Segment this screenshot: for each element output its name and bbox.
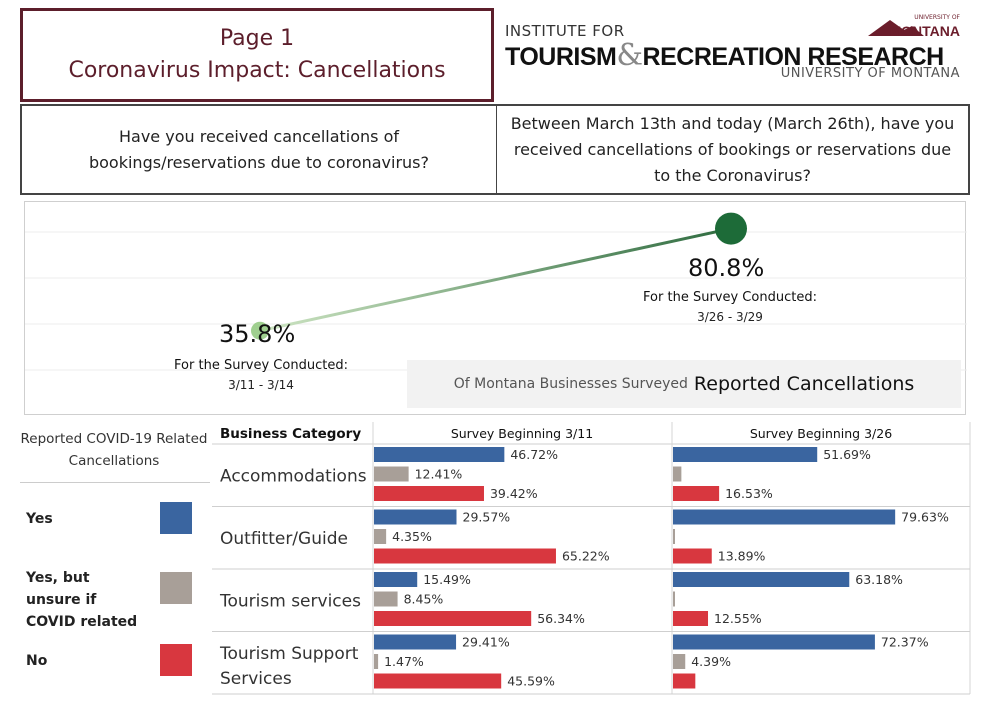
summary-box: Of Montana Businesses Surveyed Reported … bbox=[407, 360, 961, 408]
bar-label: 51.69% bbox=[823, 447, 871, 462]
category-label: Tourism Support bbox=[219, 644, 359, 664]
end-percent: 80.8% bbox=[688, 254, 765, 282]
bar-label: 16.53% bbox=[725, 486, 773, 501]
legend-swatch-no bbox=[160, 644, 192, 676]
bar bbox=[673, 634, 875, 650]
start-percent: 35.8% bbox=[219, 320, 296, 348]
bar bbox=[673, 466, 682, 482]
bar-label: 13.89% bbox=[718, 549, 766, 564]
bar bbox=[374, 447, 505, 462]
legend-label-unsure: Yes, but unsure if COVID related bbox=[26, 570, 138, 630]
category-label: Services bbox=[220, 669, 292, 689]
trend-line bbox=[259, 227, 732, 333]
logo-main: TOURISM&RECREATION RESEARCH bbox=[505, 38, 944, 73]
legend-swatch-unsure bbox=[160, 572, 192, 604]
trend-panel: 35.8% For the Survey Conducted: 3/11 - 3… bbox=[24, 201, 967, 415]
question-left: Have you received cancellations of booki… bbox=[22, 106, 497, 193]
bar bbox=[374, 634, 457, 650]
bar-label: 46.72% bbox=[510, 447, 558, 462]
start-caption: For the Survey Conducted: bbox=[174, 358, 348, 373]
bar bbox=[374, 548, 556, 564]
row-header: Business Category bbox=[220, 426, 361, 442]
legend-divider bbox=[20, 482, 210, 483]
bar bbox=[673, 509, 896, 525]
montana-univ: UNIVERSITY OF bbox=[914, 14, 960, 21]
bar bbox=[673, 572, 850, 587]
bar-label: 79.63% bbox=[901, 510, 949, 525]
question-right: Between March 13th and today (March 26th… bbox=[510, 113, 955, 185]
category-label: Outfitter/Guide bbox=[220, 529, 348, 549]
bar-label: 29.41% bbox=[462, 635, 510, 650]
legend-label-no: No bbox=[26, 653, 48, 669]
summary-prefix: Of Montana Businesses Surveyed bbox=[453, 376, 688, 392]
bar-label: 29.57% bbox=[463, 510, 511, 525]
bar bbox=[374, 509, 457, 525]
logo-tourism: TOURISM bbox=[505, 43, 617, 71]
bar bbox=[673, 447, 818, 462]
bar bbox=[673, 591, 675, 607]
bar bbox=[374, 572, 418, 587]
bar-label: 72.37% bbox=[881, 635, 929, 650]
legend-title: Reported COVID-19 Related Cancellations bbox=[20, 431, 208, 469]
bar-label: 63.18% bbox=[855, 572, 903, 587]
montana-logo: UNIVERSITY OF MONTANA bbox=[850, 14, 960, 40]
trend-point-end bbox=[715, 212, 747, 245]
bar bbox=[374, 466, 409, 482]
bar bbox=[673, 529, 675, 544]
bar bbox=[673, 486, 720, 501]
end-dates: 3/26 - 3/29 bbox=[697, 310, 763, 324]
bar-label: 56.34% bbox=[537, 611, 585, 626]
legend-label-yes: Yes bbox=[26, 511, 53, 527]
page-number: Page 1 bbox=[219, 26, 295, 51]
bar bbox=[374, 611, 532, 626]
panel-header: Survey Beginning 3/11 bbox=[451, 426, 593, 441]
bar bbox=[374, 529, 387, 544]
start-dates: 3/11 - 3/14 bbox=[228, 378, 294, 392]
category-label: Tourism services bbox=[219, 591, 361, 611]
bar bbox=[673, 673, 696, 689]
montana-name: MONTANA bbox=[889, 23, 960, 39]
mountain-icon bbox=[868, 20, 924, 36]
questions-row: Have you received cancellations of booki… bbox=[20, 104, 970, 195]
institute-logo: INSTITUTE FOR TOURISM&RECREATION RESEARC… bbox=[505, 14, 960, 84]
bar-label: 65.22% bbox=[562, 549, 610, 564]
bar bbox=[673, 548, 712, 564]
category-label: Accommodations bbox=[220, 466, 367, 486]
bar bbox=[673, 654, 686, 669]
bar-label: 15.49% bbox=[423, 572, 471, 587]
end-caption: For the Survey Conducted: bbox=[643, 290, 817, 305]
bar bbox=[374, 673, 502, 689]
bar-label: 12.41% bbox=[415, 467, 463, 482]
panel-header: Survey Beginning 3/26 bbox=[750, 426, 892, 441]
bar-label: 12.55% bbox=[714, 611, 762, 626]
bar bbox=[374, 591, 398, 607]
summary-main: Reported Cancellations bbox=[693, 373, 915, 395]
bar-label: 39.42% bbox=[490, 486, 538, 501]
trend-point-start bbox=[251, 321, 269, 340]
bar-label: 4.35% bbox=[392, 529, 432, 544]
bar-label: 8.45% bbox=[404, 592, 444, 607]
bar-label: 1.47% bbox=[384, 654, 424, 669]
logo-university: UNIVERSITY OF MONTANA bbox=[780, 66, 960, 81]
logo-line1: INSTITUTE FOR bbox=[505, 22, 625, 40]
bar bbox=[374, 486, 484, 501]
legend-swatch-yes bbox=[160, 502, 192, 534]
bar bbox=[374, 654, 379, 669]
logo-amp: & bbox=[616, 38, 643, 73]
bar bbox=[673, 611, 709, 626]
bar-label: 4.39% bbox=[691, 654, 731, 669]
title-box: Page 1 Coronavirus Impact: Cancellations bbox=[20, 8, 494, 102]
page-title: Coronavirus Impact: Cancellations bbox=[68, 58, 446, 83]
bar-label: 45.59% bbox=[507, 674, 555, 689]
logo-recreation: RECREATION RESEARCH bbox=[642, 43, 945, 71]
